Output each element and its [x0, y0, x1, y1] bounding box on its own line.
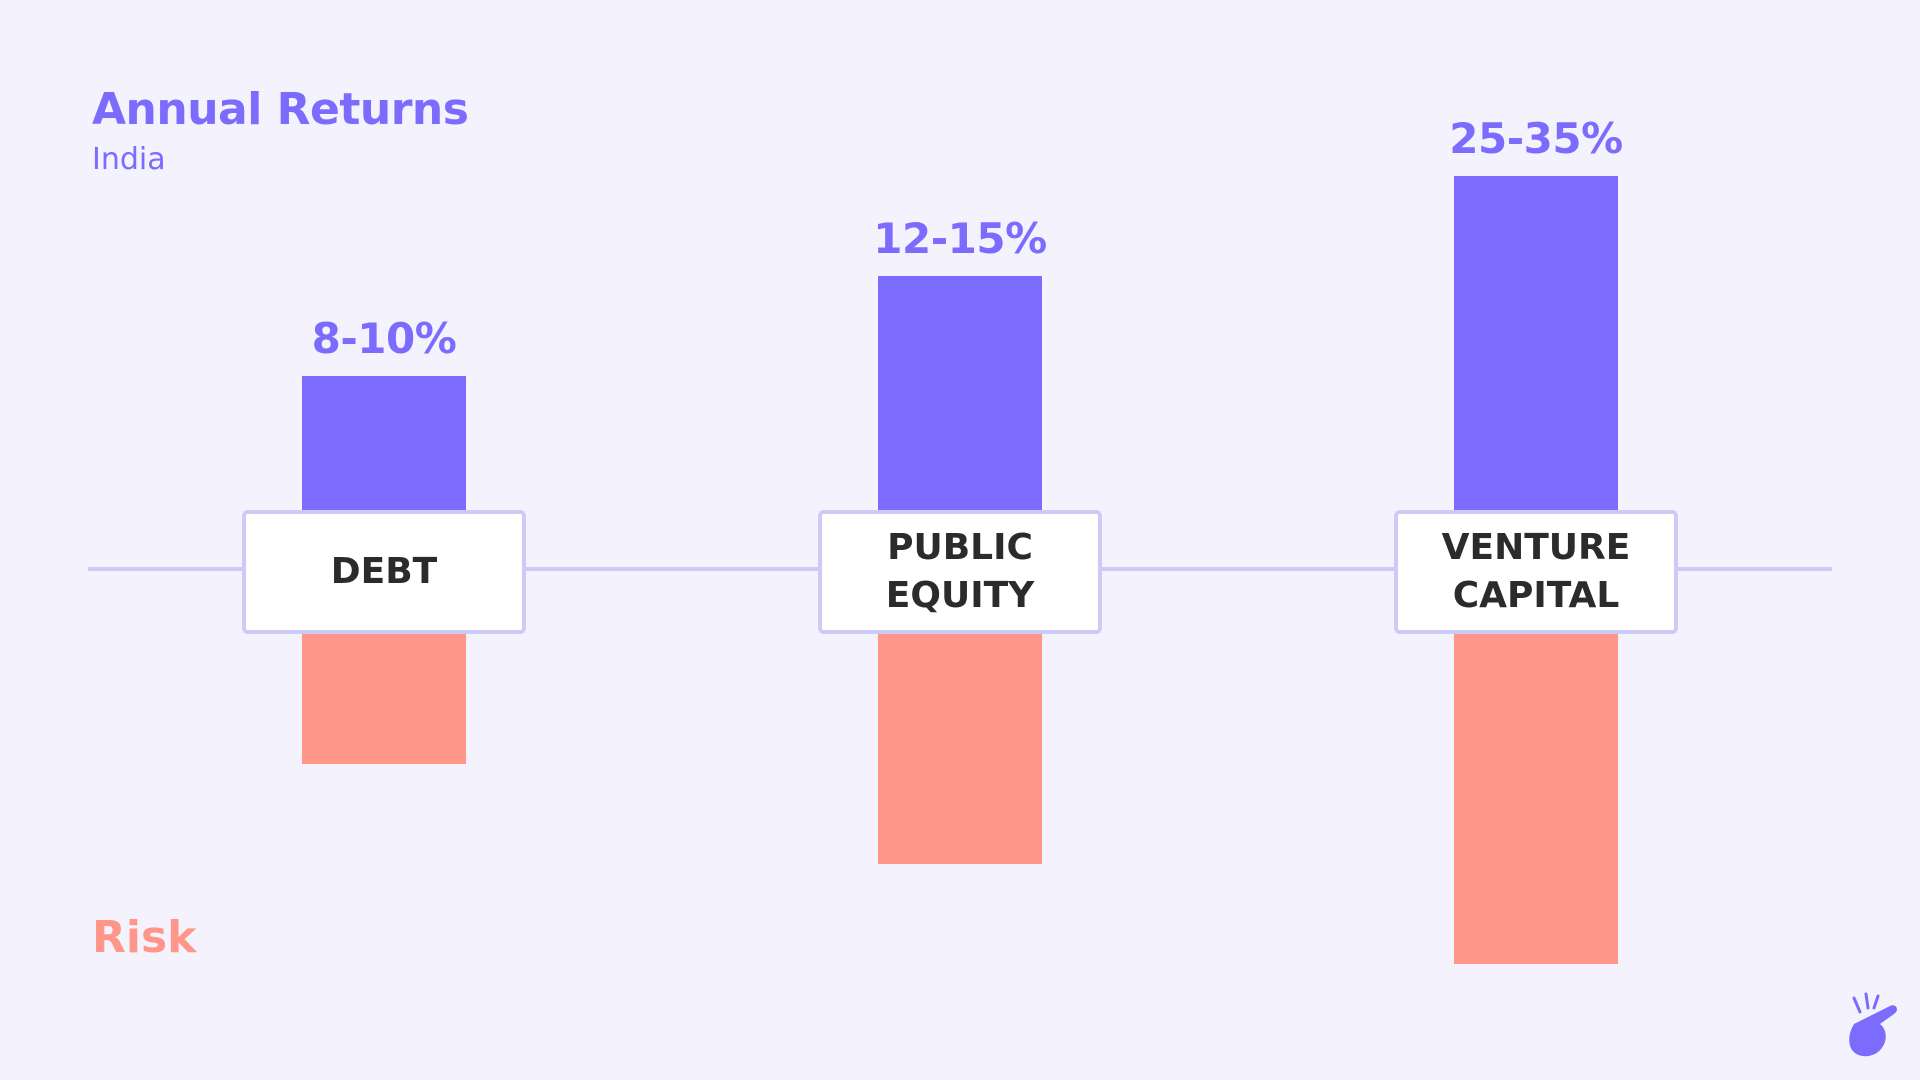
category-label: VENTURE CAPITAL: [1441, 527, 1631, 616]
chart-subtitle: India: [92, 142, 166, 177]
category-label: DEBT: [330, 551, 438, 592]
category-box: PUBLIC EQUITY: [818, 510, 1102, 634]
chart-title: Annual Returns: [92, 84, 469, 135]
return-bar: [1454, 176, 1618, 512]
category-label: PUBLIC EQUITY: [885, 527, 1035, 616]
risk-bar: [302, 628, 466, 764]
hand-snap-icon: [1849, 992, 1897, 1057]
risk-bar: [878, 628, 1042, 864]
category-box: DEBT: [242, 510, 526, 634]
return-value-label: 25-35%: [1449, 114, 1623, 163]
risk-bar: [1454, 628, 1618, 964]
category-box: VENTURE CAPITAL: [1394, 510, 1678, 634]
return-bar: [302, 376, 466, 512]
risk-legend-label: Risk: [92, 912, 197, 963]
return-bar: [878, 276, 1042, 512]
return-value-label: 8-10%: [311, 314, 457, 363]
return-value-label: 12-15%: [873, 214, 1047, 263]
